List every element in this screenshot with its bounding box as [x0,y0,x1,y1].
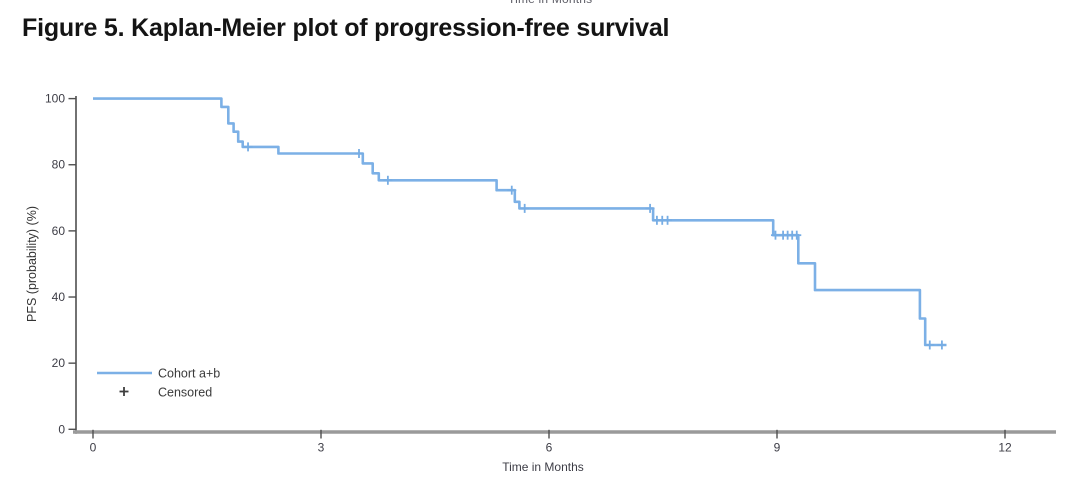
censor-plus-icon [937,340,947,350]
censored-marks [243,142,947,350]
censor-plus-icon [770,230,780,240]
censor-plus-icon [645,203,655,213]
axes [73,96,1056,434]
censor-plus-icon [792,230,802,240]
x-axis-ticks: 0 3 6 9 12 [90,429,1012,455]
legend-censored-plus-icon [119,387,129,396]
y-tick-label: 60 [52,224,66,238]
censor-plus-icon [520,203,530,213]
x-tick-label: 9 [774,441,781,455]
y-tick-label: 40 [52,290,66,304]
censor-plus-icon [243,142,253,152]
x-tick-label: 6 [546,441,553,455]
y-axis-title: PFS (probability) (%) [25,206,39,322]
censor-plus-icon [507,185,517,195]
legend: Cohort a+b Censored [97,367,220,400]
x-tick-label: 3 [318,441,325,455]
x-axis-title: Time in Months [502,460,584,474]
x-tick-label: 12 [998,441,1012,455]
y-tick-label: 20 [52,356,66,370]
censor-plus-icon [354,148,364,158]
censor-plus-icon [663,215,673,225]
y-tick-label: 100 [45,92,65,106]
cropped-caption-above: Time in Months [0,0,1069,7]
censor-plus-icon [383,175,393,185]
km-curve-cohort-ab [93,97,947,347]
x-tick-label: 0 [90,441,97,455]
y-axis-ticks: 0 20 40 60 80 100 [45,92,76,436]
legend-label-cohort: Cohort a+b [158,367,220,381]
cropped-caption-text: Time in Months [508,0,592,6]
legend-label-censored: Censored [158,386,212,400]
censor-plus-icon [925,340,935,350]
figure-title: Figure 5. Kaplan-Meier plot of progressi… [22,14,670,42]
y-tick-label: 0 [58,422,65,436]
y-tick-label: 80 [52,158,66,172]
